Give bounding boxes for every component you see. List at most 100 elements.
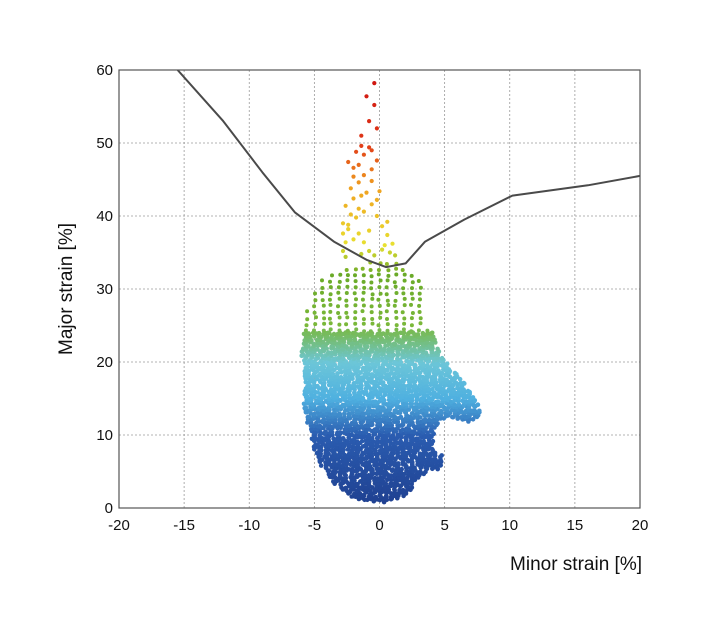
- scatter-point: [403, 491, 409, 496]
- scatter-point: [416, 387, 422, 393]
- scatter-point: [408, 335, 414, 341]
- scatter-points: [299, 260, 482, 505]
- scatter-point: [330, 371, 336, 377]
- scatter-point: [349, 481, 355, 487]
- scatter-point: [375, 451, 380, 457]
- scatter-point: [424, 393, 430, 398]
- scatter-point: [395, 419, 401, 425]
- scatter-point: [392, 488, 398, 493]
- scatter-point: [373, 399, 378, 405]
- scatter-point: [409, 302, 413, 307]
- scatter-point: [456, 402, 462, 407]
- scatter-point: [337, 296, 342, 301]
- scatter-point: [376, 297, 381, 302]
- scatter-point: [301, 331, 307, 337]
- scatter-point: [378, 278, 383, 283]
- scatter-point: [412, 429, 417, 435]
- scatter-point: [359, 133, 364, 138]
- scatter-point: [410, 280, 415, 285]
- scatter-point: [313, 291, 317, 296]
- scatter-point: [369, 436, 375, 441]
- scatter-point: [412, 374, 418, 380]
- scatter-point: [410, 296, 415, 301]
- x-tick-label: -15: [173, 517, 195, 534]
- scatter-point: [446, 405, 451, 411]
- scatter-point: [401, 327, 406, 332]
- scatter-point: [329, 448, 335, 453]
- scatter-point: [395, 356, 400, 362]
- scatter-point: [406, 387, 412, 392]
- scatter-point: [306, 368, 312, 374]
- scatter-point: [355, 332, 360, 337]
- scatter-point: [443, 393, 449, 399]
- scatter-point: [373, 448, 378, 454]
- scatter-point: [366, 433, 372, 438]
- scatter-point: [391, 451, 396, 456]
- scatter-point: [326, 330, 332, 336]
- scatter-point: [410, 311, 415, 315]
- scatter-point: [356, 390, 362, 395]
- scatter-point: [385, 328, 390, 333]
- scatter-point: [337, 328, 342, 333]
- scatter-point: [390, 241, 395, 246]
- scatter-point: [430, 386, 435, 392]
- scatter-point: [374, 126, 379, 131]
- scatter-point: [398, 344, 404, 350]
- scatter-point: [321, 404, 327, 410]
- scatter-point: [378, 315, 383, 320]
- x-tick-label: 5: [440, 517, 448, 534]
- scatter-point: [402, 272, 407, 277]
- scatter-point: [410, 341, 416, 347]
- x-tick-label: 20: [632, 517, 649, 534]
- scatter-point: [346, 383, 352, 388]
- x-tick-label: -20: [108, 517, 130, 534]
- scatter-point: [395, 365, 400, 371]
- scatter-point: [432, 390, 437, 396]
- scatter-point: [451, 387, 456, 393]
- x-tick-label: 15: [567, 517, 584, 534]
- scatter-point: [374, 213, 379, 219]
- scatter-point: [354, 149, 359, 154]
- scatter-point: [356, 162, 361, 167]
- scatter-point: [354, 353, 360, 358]
- scatter-point: [353, 310, 358, 315]
- scatter-point: [430, 438, 436, 444]
- scatter-point: [471, 402, 476, 408]
- scatter-point: [387, 444, 393, 450]
- scatter-point: [394, 266, 399, 271]
- scatter-point: [398, 439, 403, 445]
- scatter-point: [337, 412, 343, 417]
- scatter-point: [440, 371, 445, 376]
- scatter-point: [336, 290, 341, 295]
- scatter-point: [390, 396, 395, 401]
- scatter-point: [375, 407, 380, 413]
- scatter-point: [409, 273, 414, 278]
- scatter-point: [372, 81, 377, 86]
- scatter-point: [330, 273, 334, 278]
- scatter-point: [362, 285, 367, 290]
- scatter-point: [396, 461, 401, 466]
- scatter-point: [304, 393, 310, 399]
- scatter-point: [352, 491, 357, 497]
- scatter-point: [392, 303, 397, 308]
- scatter-point: [394, 323, 399, 328]
- scatter-point: [398, 414, 404, 420]
- scatter-point: [316, 330, 322, 336]
- plot-frame: [118, 69, 641, 509]
- scatter-point: [315, 390, 321, 395]
- y-tick-label: 50: [96, 135, 113, 152]
- scatter-point: [323, 430, 329, 435]
- scatter-point: [401, 330, 407, 335]
- scatter-point: [372, 253, 377, 258]
- scatter-point: [409, 323, 414, 328]
- y-tick-labels: 0 10 20 30 40 50 60: [96, 62, 113, 517]
- scatter-point: [359, 193, 364, 198]
- scatter-point: [425, 362, 430, 368]
- scatter-point: [322, 316, 327, 321]
- y-tick-label: 60: [96, 62, 113, 79]
- scatter-point: [398, 338, 404, 344]
- scatter-point: [385, 317, 389, 321]
- scatter-point: [339, 454, 344, 460]
- scatter-point: [370, 321, 375, 326]
- scatter-point: [325, 393, 331, 399]
